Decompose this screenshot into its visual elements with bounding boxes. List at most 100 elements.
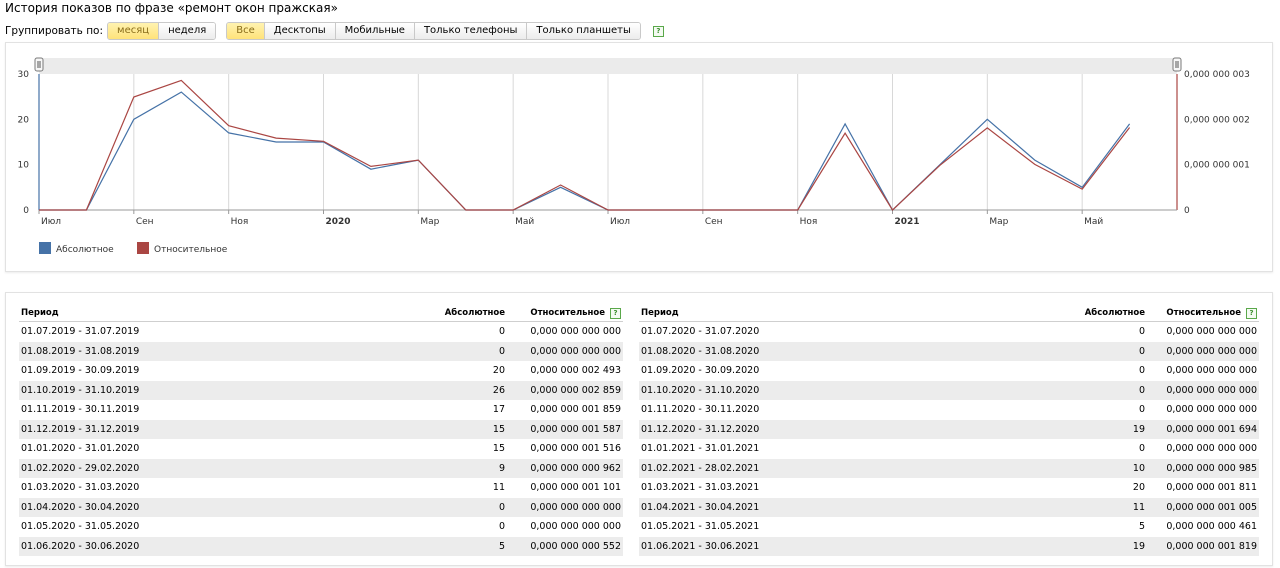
series-line-relative	[39, 79, 1131, 211]
period-cell: 01.07.2019 - 31.07.2019	[21, 326, 140, 338]
relative-cell: 0,000 000 000 962	[507, 458, 623, 478]
navigator-handle-left	[34, 57, 44, 72]
x-tick-label: Мар	[989, 217, 1008, 227]
device-all-button[interactable]: Все	[227, 23, 265, 39]
table-row: 01.04.2020 - 30.04.2020 0 0,000 000 000 00…	[19, 497, 623, 517]
relative-cell: 0,000 000 001 819	[1147, 536, 1259, 556]
relative-cell: 0,000 000 001 694	[1147, 419, 1259, 439]
absolute-cell: 26	[423, 380, 507, 400]
absolute-cell: 0	[1138, 404, 1145, 416]
device-mobile-button[interactable]: Мобильные	[335, 23, 415, 39]
period-cell: 01.03.2020 - 31.03.2020	[21, 482, 140, 494]
period-cell: 01.06.2020 - 30.06.2020	[19, 536, 423, 556]
col-relative: Относительное ?	[1147, 305, 1259, 322]
period-cell: 01.10.2019 - 31.10.2019	[19, 380, 423, 400]
history-table-right: Период Абсолютное Относительное ? 01.07.…	[639, 305, 1259, 556]
period-cell: 01.02.2021 - 28.02.2021	[639, 458, 1043, 478]
table-row: 01.10.2019 - 31.10.2019 26 0,000 000 002 8…	[19, 380, 623, 400]
period-cell: 01.08.2019 - 31.08.2019	[19, 341, 423, 361]
device-desktop-button[interactable]: Десктопы	[264, 23, 336, 39]
absolute-cell: 0	[423, 497, 507, 517]
absolute-cell: 20	[1132, 482, 1145, 494]
absolute-cell: 19	[1043, 419, 1147, 439]
table-row: 01.01.2020 - 31.01.2020 15 0,000 000 001 5…	[19, 439, 623, 459]
x-tick-label: Ноя	[231, 217, 249, 227]
y-tick-label-right: 0	[1184, 206, 1190, 216]
col-period: Период	[19, 305, 423, 322]
relative-cell: 0,000 000 001 811	[1166, 482, 1257, 494]
absolute-cell: 11	[1043, 497, 1147, 517]
x-tick-label: Ноя	[800, 217, 818, 227]
page-title: История показов по фразе «ремонт окон пр…	[5, 1, 338, 15]
navigator-handle-right	[1172, 57, 1182, 72]
period-cell: 01.01.2020 - 31.01.2020	[21, 443, 140, 455]
chart-panel: Июл Сен Ноя 2020 Мар Май Июл Сен Ноя 2021 Мар Май 0 1…	[5, 42, 1273, 272]
table-row: 01.03.2020 - 31.03.2020 11 0,000 000 001 1…	[19, 478, 623, 498]
relative-cell: 0,000 000 001 516	[530, 443, 621, 455]
table-row: 01.06.2020 - 30.06.2020 5 0,000 000 000 55…	[19, 536, 623, 556]
relative-cell: 0,000 000 000 000	[507, 497, 623, 517]
absolute-cell: 0	[1043, 341, 1147, 361]
period-cell: 01.10.2020 - 31.10.2020	[639, 380, 1043, 400]
relative-cell: 0,000 000 000 000	[507, 341, 623, 361]
period-cell: 01.11.2019 - 30.11.2019	[21, 404, 140, 416]
absolute-cell: 0	[1138, 365, 1145, 377]
table-row: 01.09.2020 - 30.09.2020 0 0,000 000 000 00…	[639, 361, 1259, 381]
device-tablets-button[interactable]: Только планшеты	[527, 23, 640, 39]
absolute-cell: 5	[1138, 521, 1145, 533]
relative-cell: 0,000 000 000 552	[507, 536, 623, 556]
period-cell: 01.04.2021 - 30.04.2021	[639, 497, 1043, 517]
table-row: 01.08.2020 - 31.08.2020 0 0,000 000 000 00…	[639, 341, 1259, 361]
x-tick-label: Май	[515, 217, 534, 227]
group-month-button[interactable]: месяц	[108, 23, 160, 39]
absolute-cell: 0	[423, 341, 507, 361]
col-absolute: Абсолютное	[1043, 305, 1147, 322]
device-filter: Все Десктопы Мобильные Только телефоны Т…	[226, 22, 641, 40]
x-tick-label: Июл	[610, 217, 630, 227]
y-tick-label-right: 0,000 000 002	[1184, 115, 1250, 125]
col-relative-label: Относительное	[530, 307, 606, 318]
group-by-toggle: месяц неделя	[107, 22, 217, 40]
history-table-left: Период Абсолютное Относительное ? 01.07.…	[19, 305, 623, 556]
help-icon[interactable]: ?	[652, 25, 664, 37]
series-line-absolute	[39, 91, 1131, 211]
x-tick-label: 2021	[895, 217, 920, 227]
device-phones-button[interactable]: Только телефоны	[414, 23, 528, 39]
relative-cell: 0,000 000 001 101	[530, 482, 621, 494]
period-cell: 01.05.2020 - 31.05.2020	[21, 521, 140, 533]
absolute-cell: 15	[423, 419, 507, 439]
x-tick-label: Сен	[705, 217, 723, 227]
relative-cell: 0,000 000 000 000	[1166, 443, 1257, 455]
table-row: 01.09.2019 - 30.09.2019 20 0,000 000 002 4…	[19, 361, 623, 381]
absolute-cell: 10	[1043, 458, 1147, 478]
table-row: 01.10.2020 - 31.10.2020 0 0,000 000 000 00…	[639, 380, 1259, 400]
absolute-cell: 0	[1138, 443, 1145, 455]
absolute-cell: 19	[1043, 536, 1147, 556]
period-cell: 01.03.2021 - 31.03.2021	[641, 482, 760, 494]
group-week-button[interactable]: неделя	[159, 23, 216, 39]
help-icon[interactable]: ?	[610, 307, 621, 319]
absolute-cell: 0	[498, 521, 505, 533]
relative-cell: 0,000 000 002 493	[530, 365, 621, 377]
table-row: 01.01.2021 - 31.01.2021 0 0,000 000 000 00…	[639, 439, 1259, 459]
y-tick-label-left: 0	[23, 206, 29, 216]
group-by-label: Группировать по:	[5, 25, 104, 37]
absolute-cell: 9	[423, 458, 507, 478]
toolbar: Группировать по: месяц неделя Все Дескто…	[5, 22, 664, 40]
help-icon[interactable]: ?	[1246, 307, 1257, 319]
period-cell: 01.06.2021 - 30.06.2021	[639, 536, 1043, 556]
period-cell: 01.12.2019 - 31.12.2019	[19, 419, 423, 439]
x-tick-label: 2020	[326, 217, 351, 227]
period-cell: 01.09.2019 - 30.09.2019	[21, 365, 140, 377]
table-row: 01.06.2021 - 30.06.2021 19 0,000 000 001 8…	[639, 536, 1259, 556]
x-tick-label: Сен	[136, 217, 154, 227]
table-row: 01.03.2021 - 31.03.2021 20 0,000 000 001 8…	[639, 478, 1259, 498]
relative-cell: 0,000 000 001 859	[530, 404, 621, 416]
col-relative-label: Относительное	[1166, 307, 1242, 318]
period-cell: 01.02.2020 - 29.02.2020	[19, 458, 423, 478]
x-tick-label: Мар	[420, 217, 439, 227]
absolute-cell: 17	[492, 404, 505, 416]
table-row: 01.11.2020 - 30.11.2020 0 0,000 000 000 00…	[639, 400, 1259, 420]
relative-cell: 0,000 000 000 000	[1147, 380, 1259, 400]
legend-label: Абсолютное	[56, 245, 114, 255]
